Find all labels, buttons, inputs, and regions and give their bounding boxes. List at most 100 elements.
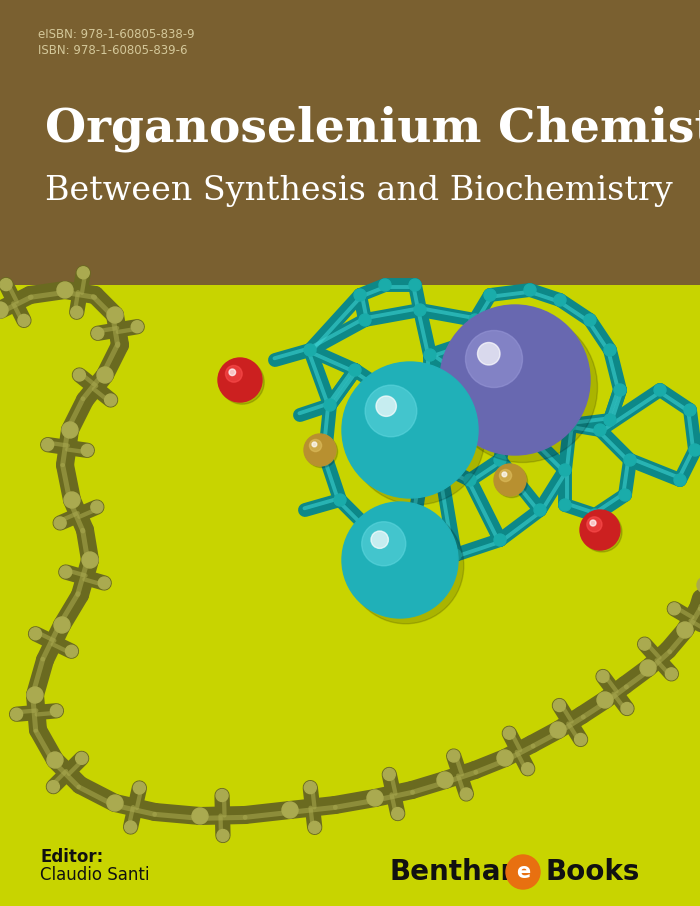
Circle shape	[50, 705, 62, 717]
Circle shape	[48, 781, 60, 793]
Circle shape	[594, 424, 606, 436]
Circle shape	[384, 768, 395, 780]
Circle shape	[604, 414, 616, 426]
Circle shape	[77, 266, 90, 279]
Circle shape	[522, 763, 533, 775]
Circle shape	[376, 396, 396, 417]
Circle shape	[404, 544, 416, 556]
Circle shape	[668, 602, 680, 615]
Circle shape	[220, 361, 264, 404]
Circle shape	[107, 307, 123, 323]
Circle shape	[107, 795, 123, 811]
Circle shape	[82, 552, 98, 568]
Text: Claudio Santi: Claudio Santi	[40, 866, 150, 884]
Circle shape	[638, 638, 650, 651]
Circle shape	[18, 314, 30, 326]
Circle shape	[587, 516, 602, 532]
Text: e: e	[516, 862, 530, 882]
Circle shape	[674, 474, 686, 486]
Circle shape	[306, 436, 337, 467]
Circle shape	[494, 534, 506, 546]
Circle shape	[359, 314, 371, 326]
Circle shape	[216, 789, 228, 802]
Circle shape	[367, 790, 383, 806]
Circle shape	[575, 734, 587, 746]
Circle shape	[689, 444, 700, 456]
Circle shape	[499, 469, 512, 482]
Circle shape	[348, 507, 464, 624]
Circle shape	[582, 512, 622, 552]
Text: Books: Books	[545, 858, 639, 886]
Text: ISBN: 978-1-60805-839-6: ISBN: 978-1-60805-839-6	[38, 44, 188, 57]
Circle shape	[379, 279, 391, 291]
Circle shape	[92, 327, 104, 339]
Circle shape	[229, 369, 236, 376]
Circle shape	[54, 617, 70, 633]
Circle shape	[349, 369, 485, 505]
Bar	[0, 285, 700, 906]
Circle shape	[91, 501, 103, 513]
Circle shape	[534, 504, 546, 516]
Circle shape	[684, 404, 696, 416]
Circle shape	[349, 364, 361, 376]
Circle shape	[514, 344, 526, 356]
Circle shape	[496, 466, 528, 497]
Circle shape	[597, 670, 609, 682]
Circle shape	[74, 369, 85, 381]
Circle shape	[66, 645, 78, 657]
Circle shape	[614, 384, 626, 396]
Circle shape	[76, 752, 88, 765]
Circle shape	[589, 509, 601, 521]
Circle shape	[494, 464, 526, 496]
Circle shape	[0, 302, 8, 318]
Circle shape	[454, 339, 466, 351]
Circle shape	[304, 344, 316, 356]
Circle shape	[0, 279, 12, 291]
Circle shape	[27, 687, 43, 703]
Circle shape	[97, 367, 113, 383]
Circle shape	[504, 409, 516, 421]
Circle shape	[192, 808, 208, 824]
Circle shape	[654, 384, 666, 396]
Circle shape	[98, 577, 110, 589]
Circle shape	[502, 472, 507, 477]
Circle shape	[677, 622, 693, 638]
Circle shape	[466, 331, 522, 388]
Circle shape	[104, 394, 117, 406]
Circle shape	[131, 321, 144, 333]
Circle shape	[225, 365, 242, 382]
Circle shape	[434, 459, 446, 471]
Circle shape	[590, 520, 596, 526]
Circle shape	[60, 566, 72, 578]
Circle shape	[564, 419, 576, 431]
Circle shape	[304, 434, 336, 466]
Circle shape	[449, 549, 461, 561]
Circle shape	[559, 499, 571, 511]
Circle shape	[424, 349, 436, 361]
Text: Editor:: Editor:	[40, 848, 104, 866]
Circle shape	[477, 342, 500, 365]
Circle shape	[409, 279, 421, 291]
Circle shape	[42, 439, 54, 450]
Circle shape	[414, 304, 426, 316]
Circle shape	[134, 782, 146, 794]
Circle shape	[217, 830, 229, 842]
Circle shape	[464, 474, 476, 486]
Circle shape	[559, 464, 571, 476]
Circle shape	[597, 692, 613, 708]
Circle shape	[392, 807, 404, 820]
Circle shape	[580, 510, 620, 550]
Circle shape	[503, 728, 515, 739]
Circle shape	[461, 788, 473, 800]
Circle shape	[437, 772, 453, 788]
Circle shape	[364, 524, 376, 536]
Circle shape	[440, 305, 590, 455]
Circle shape	[47, 752, 63, 768]
Circle shape	[494, 454, 506, 466]
Circle shape	[365, 385, 416, 437]
Circle shape	[342, 502, 458, 618]
Circle shape	[497, 750, 513, 766]
Circle shape	[312, 442, 317, 447]
Circle shape	[54, 517, 66, 529]
Circle shape	[282, 802, 298, 818]
